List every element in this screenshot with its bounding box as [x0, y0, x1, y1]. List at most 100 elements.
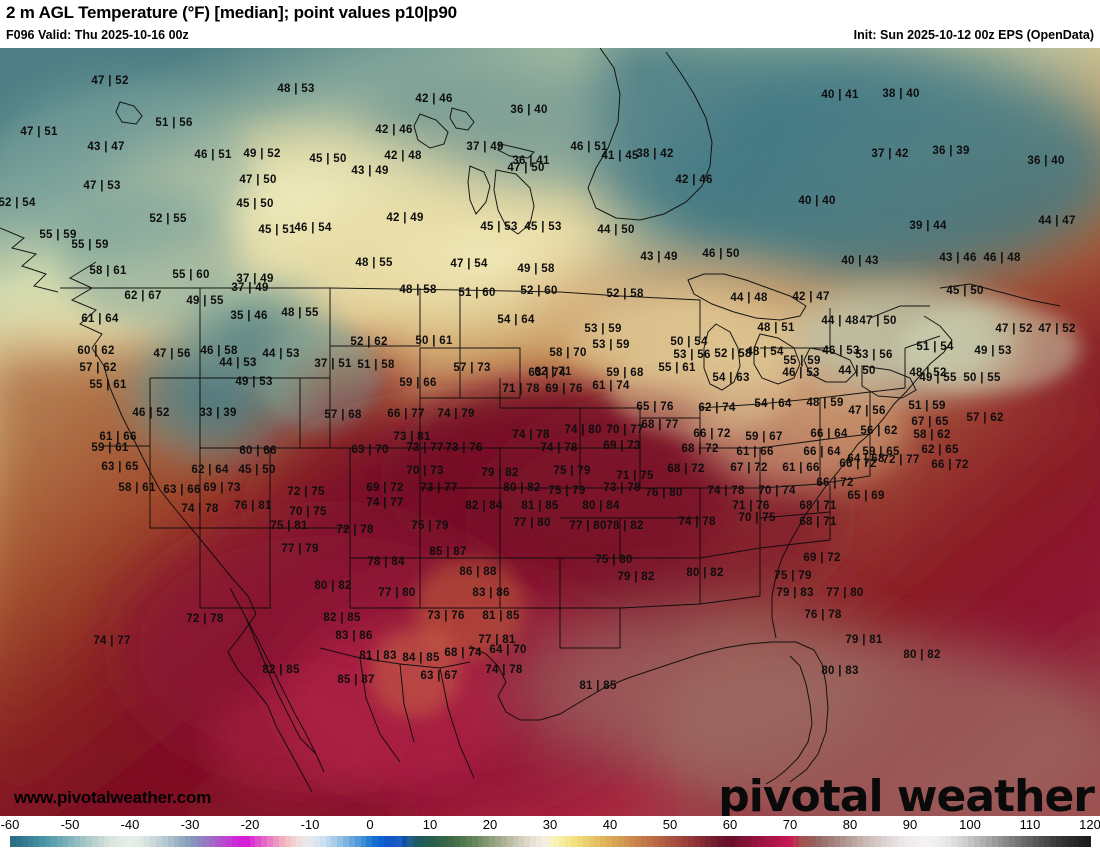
colorbar-cell [325, 836, 332, 847]
colorbar-cell [588, 836, 595, 847]
colorbar-tick-label: -50 [60, 817, 80, 832]
valid-time-label: F096 Valid: Thu 2025-10-16 00z [6, 28, 189, 42]
colorbar-cell [582, 836, 589, 847]
colorbar-cell [974, 836, 981, 847]
colorbar-cell [617, 836, 624, 847]
colorbar-cell [115, 836, 122, 847]
colorbar-cell [15, 836, 22, 847]
brand-watermark: pivotal weather [718, 771, 1095, 816]
colorbar-cell [202, 836, 209, 847]
colorbar-tick-labels: -60 -50 -40 -30 -20 -10 0 10 20 30 40 50 60 70 80 90 100… [0, 816, 1100, 834]
colorbar-cell [56, 836, 63, 847]
colorbar-cell [576, 836, 583, 847]
colorbar-tick-label: 50 [662, 817, 678, 832]
colorbar-cell [1003, 836, 1010, 847]
colorbar-cell [939, 836, 945, 847]
colorbar-cell [857, 836, 864, 847]
site-url-watermark: www.pivotalweather.com [14, 788, 212, 807]
colorbar-cell [45, 836, 51, 847]
colorbar-cell [50, 836, 57, 847]
colorbar-cell [1085, 836, 1092, 847]
colorbar-cell [243, 836, 250, 847]
colorbar-cell [489, 836, 496, 847]
colorbar-cell [898, 836, 905, 847]
colorbar-cell [448, 836, 455, 847]
colorbar-cell [892, 836, 899, 847]
colorbar-cell [389, 836, 396, 847]
colorbar-cell [904, 836, 910, 847]
colorbar-cell [308, 836, 314, 847]
colorbar-cell [1009, 836, 1016, 847]
colorbar-tick-label: 80 [842, 817, 858, 832]
colorbar-cell [401, 836, 408, 847]
colorbar-cell [530, 836, 536, 847]
colorbar-cell [559, 836, 566, 847]
colorbar-cell [769, 836, 776, 847]
colorbar-cell [962, 836, 969, 847]
colorbar-cell [623, 836, 630, 847]
colorbar-cell [845, 836, 852, 847]
colorbar-cell [419, 836, 425, 847]
colorbar-cell [1020, 836, 1027, 847]
colorbar-cell [62, 836, 69, 847]
colorbar-cell [740, 836, 747, 847]
colorbar-cell [208, 836, 215, 847]
colorbar-cell [249, 836, 256, 847]
colorbar-cell [214, 836, 221, 847]
colorbar-cell [1050, 836, 1057, 847]
colorbar-cell [74, 836, 81, 847]
colorbar-cell [991, 836, 998, 847]
colorbar-cell [646, 836, 653, 847]
colorbar-cell [798, 836, 805, 847]
colorbar-cell [763, 836, 770, 847]
colorbar-cell [68, 836, 75, 847]
colorbar-tick-label: 70 [782, 817, 798, 832]
colorbar-cell [126, 836, 133, 847]
colorbar-cell [547, 836, 554, 847]
colorbar-cell [606, 836, 612, 847]
colorbar-cell [980, 836, 986, 847]
colorbar-cell [909, 836, 916, 847]
colorbar-cell [191, 836, 197, 847]
colorbar-cell [945, 836, 951, 847]
colorbar-cell [10, 836, 16, 847]
colorbar-tick-label: -20 [240, 817, 260, 832]
colorbar-cell [436, 836, 443, 847]
colorbar-cell [1073, 836, 1080, 847]
colorbar-cell [699, 836, 706, 847]
colorbar-cell [442, 836, 449, 847]
colorbar-cell [33, 836, 40, 847]
colorbar-cell [384, 836, 390, 847]
colorbar-cell [1026, 836, 1033, 847]
colorbar-cell [728, 836, 735, 847]
colorbar-cell [1067, 836, 1074, 847]
colorbar-cell [775, 836, 782, 847]
colorbar-cell [793, 836, 799, 847]
colorbar-cell [185, 836, 192, 847]
colorbar-cell [787, 836, 794, 847]
colorbar-cell [711, 836, 718, 847]
colorbar-cell [395, 836, 402, 847]
colorbar-cell [571, 836, 577, 847]
map-header: 2 m AGL Temperature (°F) [median]; point… [0, 0, 1100, 48]
colorbar-cell [290, 836, 297, 847]
colorbar-cell [179, 836, 186, 847]
colorbar-cell [372, 836, 379, 847]
colorbar-cell [477, 836, 484, 847]
colorbar-tick-label: 10 [422, 817, 438, 832]
colorbar-cell [851, 836, 858, 847]
colorbar-cell [1038, 836, 1045, 847]
colorbar-cell [378, 836, 384, 847]
colorbar-cell [886, 836, 893, 847]
colorbar-cell [232, 836, 238, 847]
colorbar-cell [816, 836, 823, 847]
colorbar-cell [1061, 836, 1068, 847]
colorbar-cell [1056, 836, 1062, 847]
colorbar-cell [138, 836, 145, 847]
colorbar-cell [109, 836, 116, 847]
colorbar-tick-label: -60 [0, 817, 20, 832]
colorbar-cell [956, 836, 963, 847]
temperature-map[interactable]: 47 | 52 48 | 53 42 | 46 42 | 46 36 | 41 36 | … [0, 48, 1100, 816]
colorbar-tick-label: 90 [902, 817, 918, 832]
